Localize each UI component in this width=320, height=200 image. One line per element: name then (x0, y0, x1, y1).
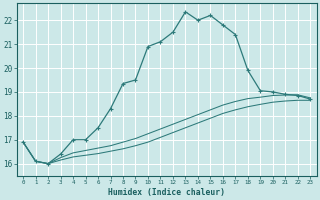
X-axis label: Humidex (Indice chaleur): Humidex (Indice chaleur) (108, 188, 225, 197)
